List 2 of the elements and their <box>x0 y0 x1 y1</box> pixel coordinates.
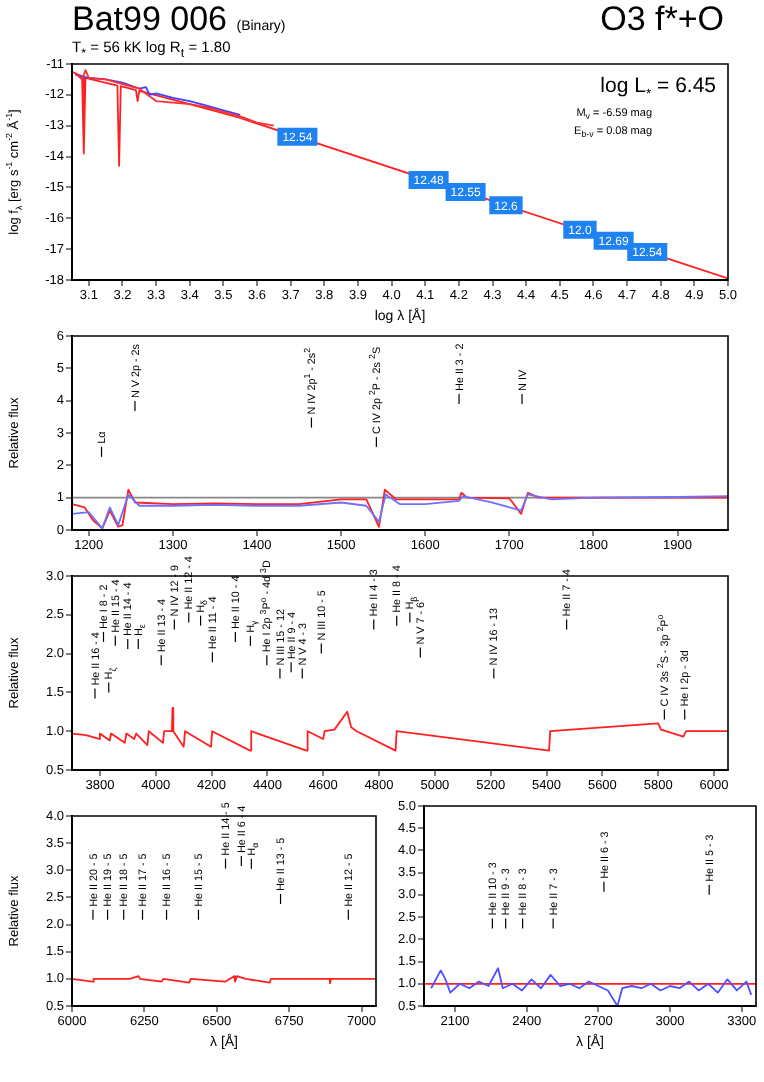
chart-title: Bat99 006 <box>72 0 228 38</box>
text: O3 f*+O <box>600 0 724 40</box>
